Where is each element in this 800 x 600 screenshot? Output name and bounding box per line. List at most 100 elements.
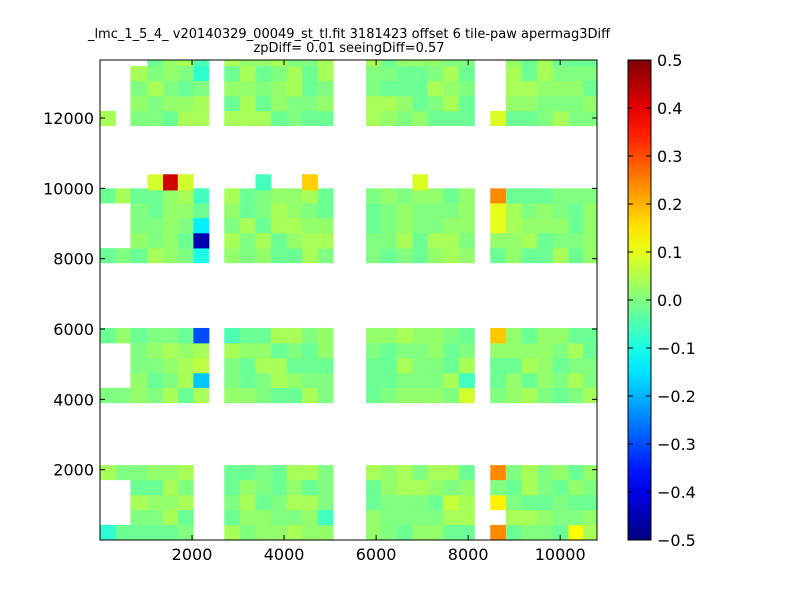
heatmap-cell	[521, 372, 538, 389]
chart-title-line1: _lmc_1_5_4_ v20140329_00049_st_tl.fit 31…	[87, 27, 611, 42]
heatmap-cell	[443, 524, 460, 541]
heatmap-cell	[163, 479, 179, 496]
heatmap-cell	[537, 494, 554, 511]
heatmap-cell	[427, 188, 444, 204]
heatmap-cell	[130, 509, 148, 526]
heatmap-cell	[443, 479, 460, 496]
heatmap-cell	[381, 524, 398, 541]
heatmap-cell	[412, 203, 428, 219]
colorbar-tick-label: −0.4	[657, 483, 696, 502]
heatmap-cell	[271, 95, 288, 112]
heatmap-cell	[396, 60, 413, 67]
heatmap-cell	[427, 465, 444, 481]
heatmap-cell	[552, 80, 569, 97]
heatmap-cell	[193, 343, 210, 359]
heatmap-cell	[443, 372, 460, 389]
heatmap-cell	[521, 65, 538, 82]
heatmap-cell	[490, 479, 507, 496]
heatmap-cell	[552, 188, 569, 204]
heatmap-cell	[365, 217, 382, 234]
heatmap-cell	[537, 217, 554, 234]
heatmap-cell	[552, 357, 569, 374]
heatmap-cell	[365, 494, 382, 511]
heatmap-cell	[130, 327, 148, 344]
heatmap-cell	[271, 188, 288, 204]
heatmap-cell	[271, 494, 288, 511]
heatmap-cell	[177, 80, 194, 97]
heatmap-cell	[224, 372, 241, 389]
heatmap-cell	[302, 217, 318, 234]
heatmap-cell	[552, 343, 569, 359]
heatmap-cell	[239, 217, 256, 234]
heatmap-cell	[255, 248, 272, 264]
heatmap-cell	[443, 248, 460, 264]
heatmap-cell	[163, 65, 179, 82]
heatmap-cell	[193, 248, 210, 264]
heatmap-cell	[177, 110, 194, 127]
heatmap-cell	[458, 357, 475, 374]
heatmap-cell	[255, 174, 272, 191]
heatmap-cell	[521, 248, 538, 264]
heatmap-cell	[521, 233, 538, 249]
heatmap-cell	[317, 65, 334, 82]
heatmap-cell	[505, 80, 522, 97]
heatmap-cell	[537, 60, 554, 67]
heatmap-cell	[458, 233, 475, 249]
heatmap-cell	[271, 372, 288, 389]
heatmap-cell	[365, 509, 382, 526]
heatmap-cell	[317, 524, 334, 541]
heatmap-cell	[412, 188, 428, 204]
heatmap-cell	[381, 248, 398, 264]
heatmap-cell	[412, 372, 428, 389]
heatmap-cell	[130, 357, 148, 374]
heatmap-cell	[568, 80, 584, 97]
heatmap-cell	[286, 387, 303, 404]
y-axis: 2000 4000 6000 8000 10000 12000	[43, 109, 597, 480]
heatmap-cell	[381, 465, 398, 481]
heatmap-cell	[193, 372, 210, 389]
heatmap-cell	[239, 60, 256, 67]
heatmap-cell	[505, 65, 522, 82]
heatmap-cell	[427, 343, 444, 359]
heatmap-cell	[100, 465, 116, 481]
heatmap-cell	[443, 95, 460, 112]
heatmap-plot-area	[100, 60, 598, 541]
heatmap-cell	[130, 248, 148, 264]
heatmap-cell	[177, 465, 194, 481]
heatmap-cell	[458, 372, 475, 389]
heatmap-cell	[255, 357, 272, 374]
heatmap-cell	[177, 343, 194, 359]
heatmap-cell	[490, 233, 507, 249]
heatmap-cell	[177, 248, 194, 264]
heatmap-cell	[193, 110, 210, 127]
heatmap-cell	[583, 217, 598, 234]
heatmap-cell	[505, 343, 522, 359]
heatmap-cell	[381, 494, 398, 511]
heatmap-cell	[100, 524, 116, 541]
heatmap-cell	[490, 217, 507, 234]
heatmap-cell	[381, 217, 398, 234]
heatmap-cell	[317, 60, 334, 67]
heatmap-cell	[163, 95, 179, 112]
heatmap-cell	[130, 387, 148, 404]
heatmap-cell	[412, 174, 428, 191]
heatmap-cell	[271, 479, 288, 496]
heatmap-cell	[505, 60, 522, 67]
heatmap-cell	[317, 343, 334, 359]
heatmap-cell	[568, 327, 584, 344]
heatmap-cell	[505, 327, 522, 344]
heatmap-cell	[427, 479, 444, 496]
heatmap-cell	[224, 203, 241, 219]
heatmap-cell	[271, 233, 288, 249]
heatmap-cell	[239, 233, 256, 249]
heatmap-cell	[552, 479, 569, 496]
heatmap-cell	[490, 343, 507, 359]
heatmap-cell	[427, 357, 444, 374]
heatmap-cell	[163, 387, 179, 404]
heatmap-cell	[147, 65, 164, 82]
heatmap-cell	[163, 494, 179, 511]
heatmap-cell	[317, 509, 334, 526]
heatmap-cell	[163, 327, 179, 344]
heatmap-cell	[521, 494, 538, 511]
